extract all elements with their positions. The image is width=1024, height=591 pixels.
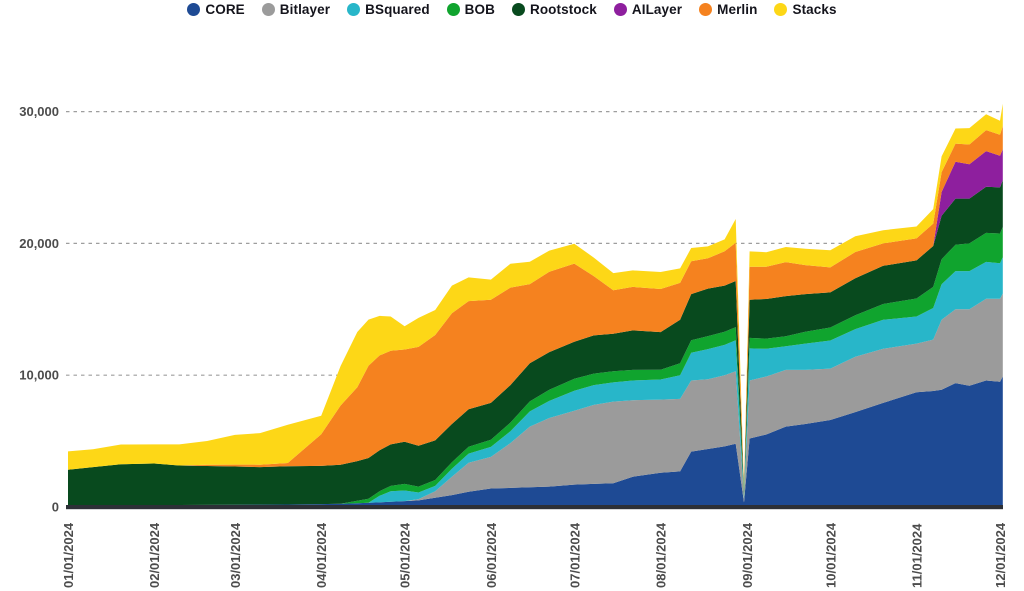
- x-tick-label: 03/01/2024: [228, 522, 243, 588]
- legend-swatch-icon: [187, 3, 201, 16]
- legend-label: Merlin: [717, 2, 758, 17]
- legend-label: Rootstock: [529, 2, 597, 17]
- legend-label: AILayer: [631, 2, 683, 17]
- legend-swatch-icon: [774, 3, 788, 16]
- area-rootstock[interactable]: [68, 180, 1003, 506]
- legend-item-ailayer[interactable]: AILayer: [613, 2, 683, 17]
- legend-item-bsquared[interactable]: BSquared: [347, 2, 430, 17]
- x-tick-label: 09/01/2024: [740, 522, 755, 588]
- y-tick-label: 30,000: [19, 104, 59, 119]
- x-tick-label: 11/01/2024: [910, 523, 925, 588]
- legend-label: Stacks: [792, 2, 837, 17]
- legend-swatch-icon: [261, 3, 275, 16]
- y-tick-label: 20,000: [19, 236, 59, 251]
- area-merlin[interactable]: [68, 126, 1003, 492]
- legend-label: CORE: [205, 2, 245, 17]
- legend-item-merlin[interactable]: Merlin: [699, 2, 757, 17]
- y-tick-label: 10,000: [19, 368, 59, 383]
- legend-label: Bitlayer: [279, 2, 331, 17]
- legend-swatch-icon: [613, 3, 627, 16]
- legend-swatch-icon: [699, 3, 713, 16]
- legend-item-rootstock[interactable]: Rootstock: [511, 2, 597, 17]
- x-tick-label: 08/01/2024: [654, 522, 669, 588]
- legend-swatch-icon: [511, 3, 525, 16]
- x-axis-line: [66, 505, 1003, 510]
- x-tick-label: 06/01/2024: [484, 522, 499, 588]
- x-tick-label: 01/01/2024: [61, 522, 76, 588]
- legend-swatch-icon: [446, 3, 460, 16]
- legend-item-core[interactable]: CORE: [187, 2, 245, 17]
- x-tick-label: 10/01/2024: [823, 522, 838, 588]
- area-stacks[interactable]: [68, 103, 1003, 489]
- legend-label: BSquared: [365, 2, 430, 17]
- legend-item-stacks[interactable]: Stacks: [774, 2, 837, 17]
- legend-label: BOB: [464, 2, 495, 17]
- chart-legend: CORE Bitlayer BSquared BOB Rootstock AILayer M…: [0, 2, 1024, 17]
- legend-swatch-icon: [347, 3, 361, 16]
- x-tick-label: 02/01/2024: [147, 522, 162, 588]
- x-tick-label: 05/01/2024: [398, 522, 413, 588]
- x-tick-label: 07/01/2024: [567, 522, 582, 588]
- y-tick-label: 0: [52, 500, 59, 515]
- legend-item-bob[interactable]: BOB: [446, 2, 495, 17]
- x-tick-label: 12/01/2024: [993, 522, 1008, 588]
- x-tick-label: 04/01/2024: [314, 522, 329, 588]
- legend-item-bitlayer[interactable]: Bitlayer: [261, 2, 331, 17]
- area-bitlayer[interactable]: [68, 293, 1003, 506]
- area-core[interactable]: [68, 376, 1003, 508]
